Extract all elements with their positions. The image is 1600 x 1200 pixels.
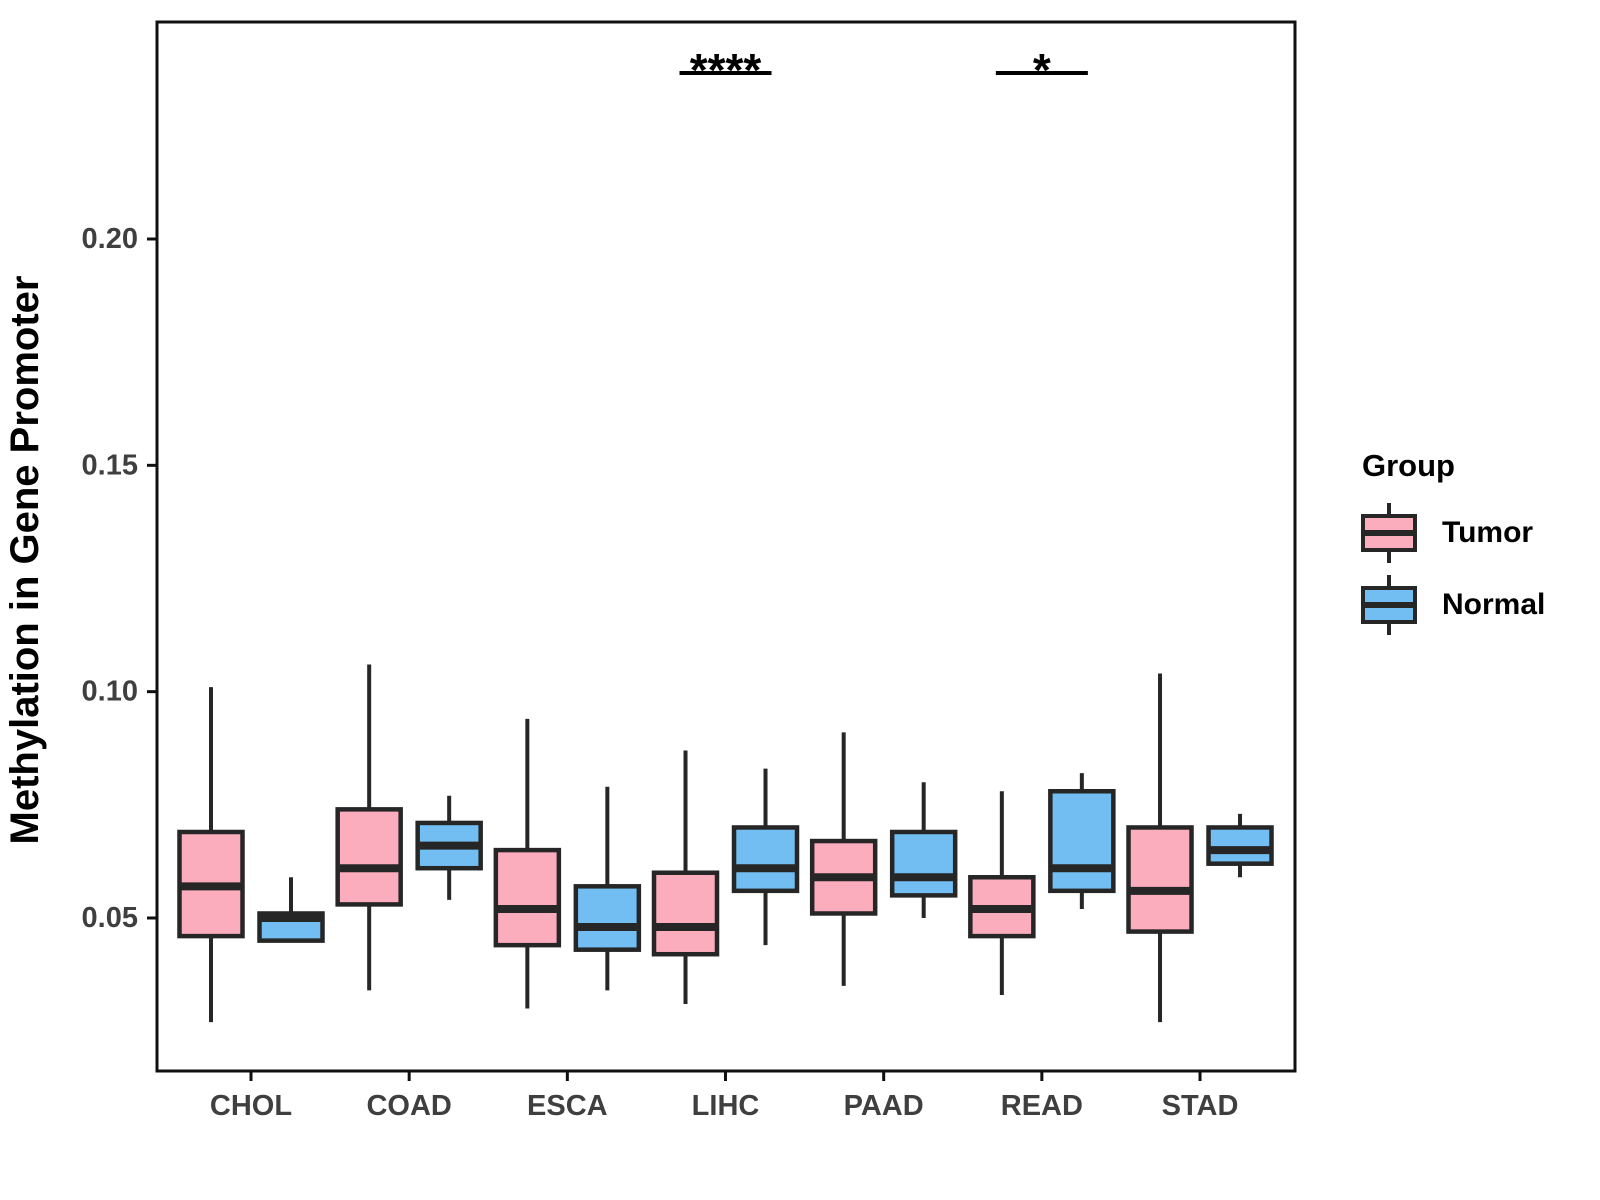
legend: Group Tumor Normal xyxy=(1360,448,1545,644)
significance-label-read: * xyxy=(1033,44,1051,96)
tumor-boxplot-key-icon xyxy=(1361,503,1417,563)
y-tick-label: 0.20 xyxy=(82,223,138,255)
legend-label-tumor: Tumor xyxy=(1442,516,1534,549)
x-tick-label-esca: ESCA xyxy=(527,1090,608,1122)
box-tumor-lihc xyxy=(651,870,720,957)
significance-label-lihc: **** xyxy=(690,44,762,96)
x-tick-label-coad: COAD xyxy=(366,1090,451,1122)
box-tumor-stad xyxy=(1126,825,1194,934)
y-tick-label: 0.05 xyxy=(82,902,138,934)
plot-panel xyxy=(155,20,1297,1073)
box-tumor-coad xyxy=(335,807,403,907)
x-tick-label-chol: CHOL xyxy=(210,1090,292,1122)
legend-title: Group xyxy=(1362,448,1455,483)
y-tick-label: 0.15 xyxy=(82,449,138,481)
legend-item-tumor: Tumor xyxy=(1360,500,1545,566)
box-normal-read xyxy=(1048,789,1116,894)
box-normal-lihc xyxy=(731,825,800,894)
box-normal-paad xyxy=(889,829,958,898)
y-axis-title: Methylation in Gene Promoter xyxy=(3,276,47,845)
x-tick-label-lihc: LIHC xyxy=(692,1090,760,1122)
box-tumor-esca xyxy=(493,847,562,948)
x-tick-label-read: READ xyxy=(1001,1090,1083,1122)
x-tick-label-paad: PAAD xyxy=(844,1090,924,1122)
x-tick-label-stad: STAD xyxy=(1162,1090,1239,1122)
legend-item-normal: Normal xyxy=(1360,572,1545,638)
normal-boxplot-key-icon xyxy=(1361,575,1417,635)
legend-label-normal: Normal xyxy=(1442,588,1546,621)
y-tick-label: 0.10 xyxy=(82,676,138,708)
box-normal-stad xyxy=(1206,825,1274,866)
box-normal-esca xyxy=(573,884,642,952)
